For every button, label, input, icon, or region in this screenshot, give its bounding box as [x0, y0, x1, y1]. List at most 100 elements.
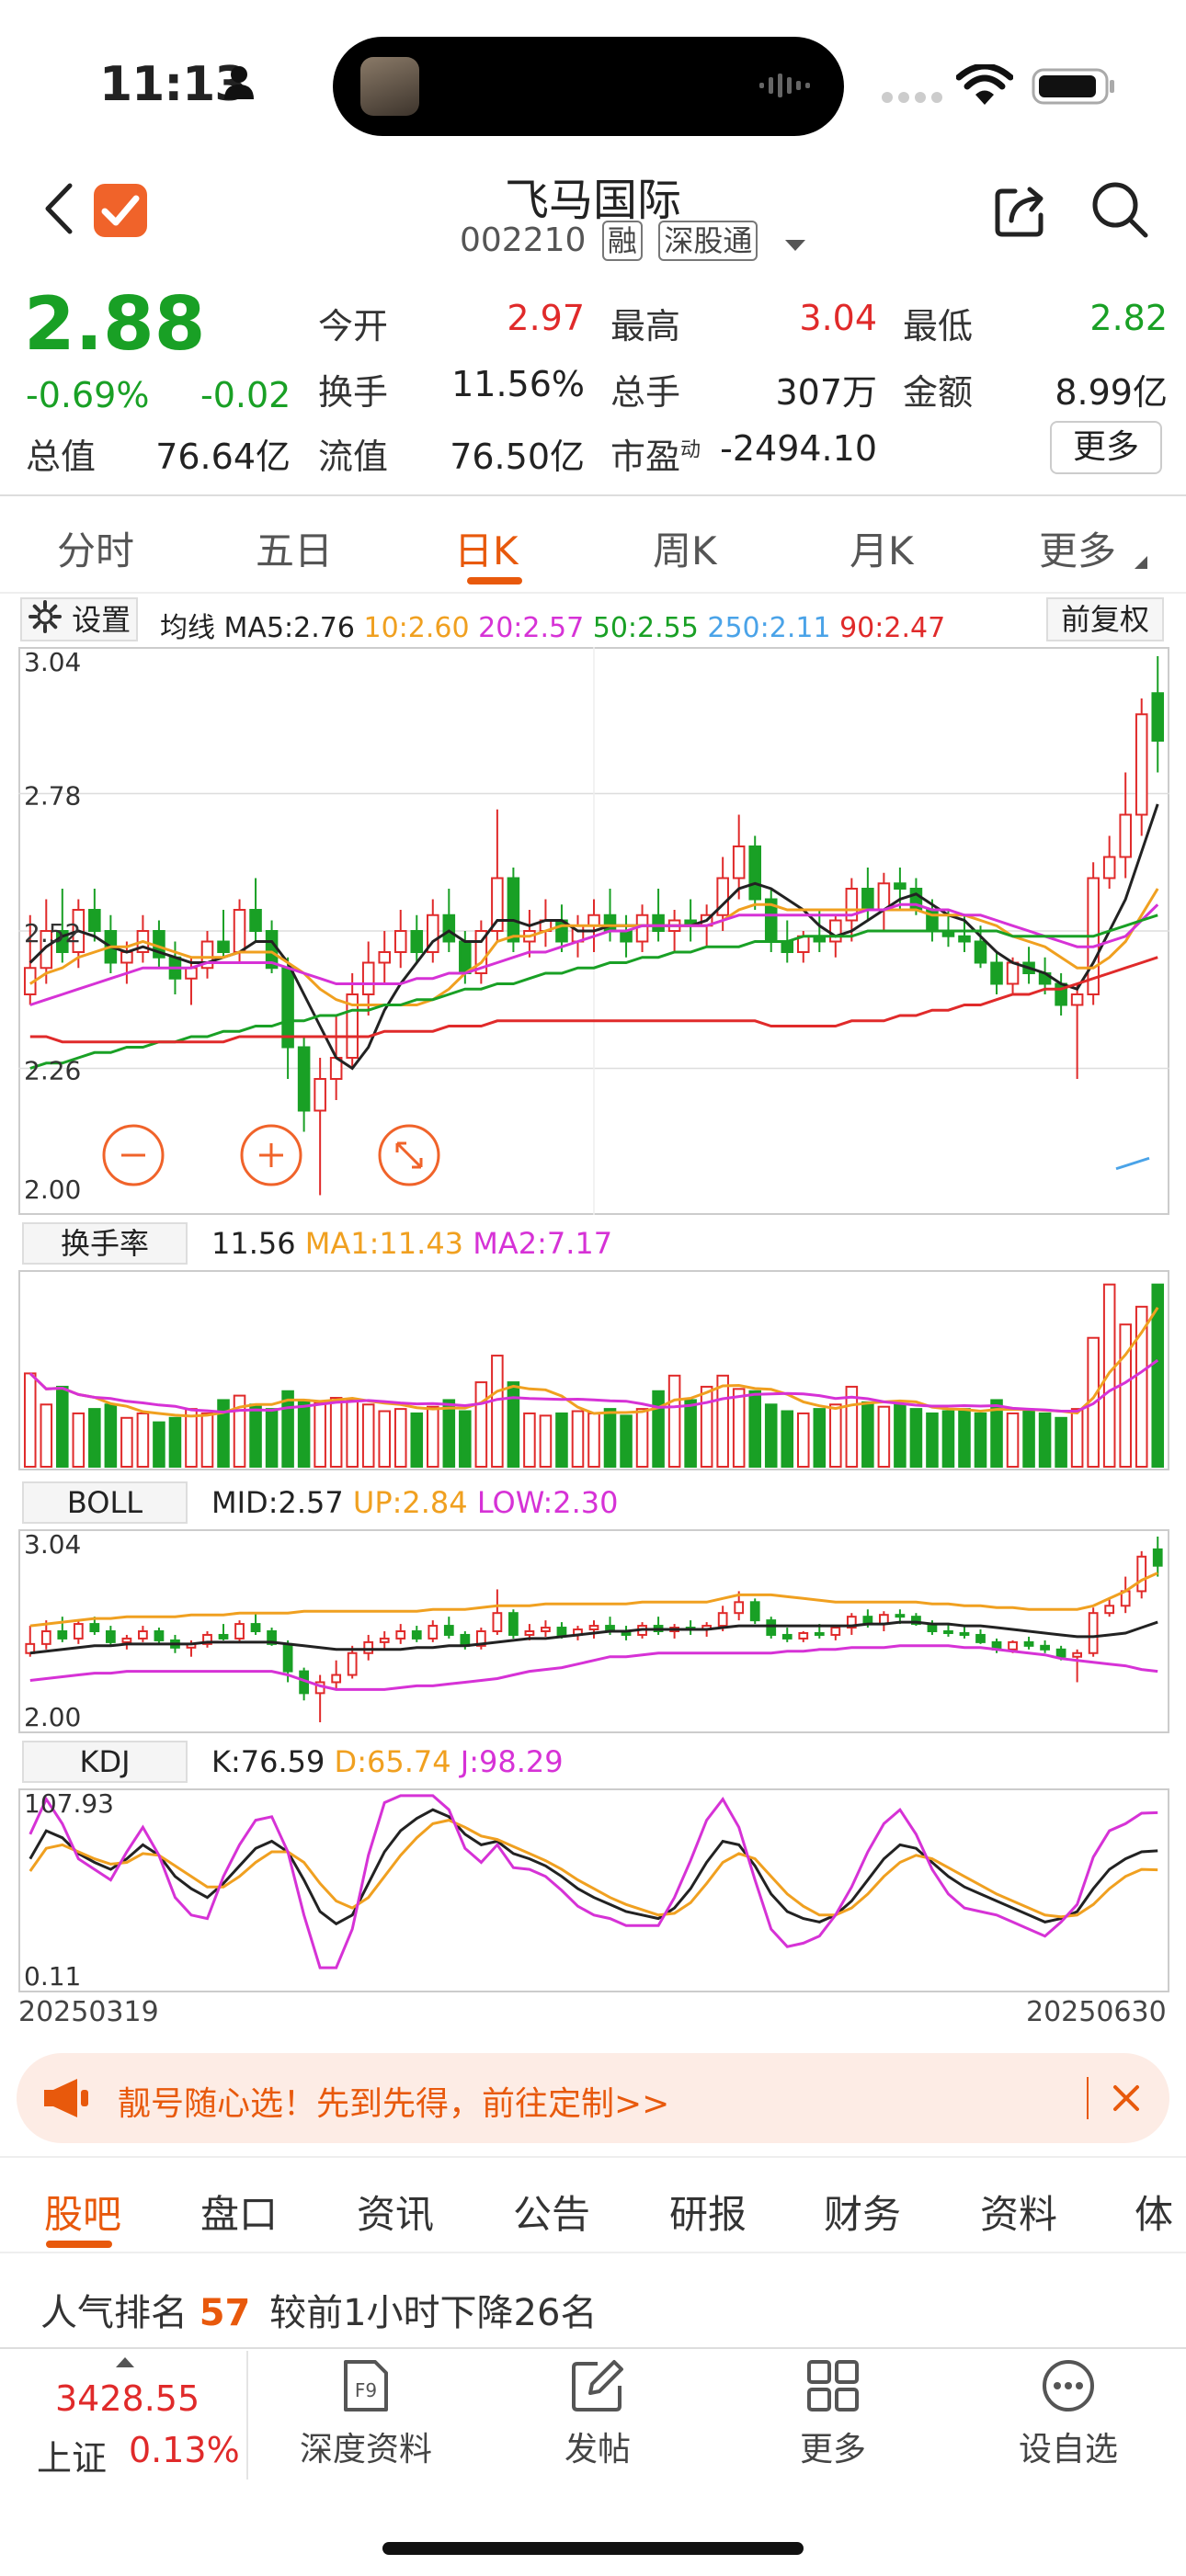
- content-tab[interactable]: 研报: [669, 2192, 747, 2237]
- content-tab[interactable]: 公告: [513, 2192, 591, 2237]
- boll-up-line: [29, 1572, 1158, 1628]
- candle-body: [56, 930, 69, 953]
- boll-candle-body: [975, 1633, 986, 1643]
- boll-candle-body: [282, 1642, 293, 1673]
- zoom-in-icon[interactable]: [239, 1123, 303, 1191]
- current-price: 2.88: [24, 281, 206, 367]
- boll-chart[interactable]: 3.04 2.00: [18, 1529, 1169, 1733]
- content-tab[interactable]: 股吧: [44, 2192, 122, 2237]
- panel-frame: [18, 1529, 1169, 1733]
- expand-up-icon[interactable]: [114, 2355, 136, 2372]
- ma-line-ma50: [29, 914, 1158, 1070]
- margin-tag: 融: [601, 221, 643, 261]
- boll-candle-body: [443, 1625, 454, 1636]
- turnover-bar: [1055, 1416, 1067, 1468]
- boll-candle-body: [202, 1633, 212, 1645]
- candle-body: [507, 877, 520, 943]
- gear-icon: [28, 599, 63, 644]
- zoom-out-icon[interactable]: [101, 1123, 165, 1191]
- kline-chart[interactable]: 3.04 2.78 2.52 2.26 2.00: [18, 647, 1169, 1215]
- boll-candle-body: [1104, 1605, 1115, 1615]
- kdj-j-line: [29, 1794, 1158, 1969]
- turnover-bar: [958, 1408, 971, 1468]
- share-icon[interactable]: [993, 182, 1050, 243]
- turnover-bar: [764, 1403, 778, 1468]
- candle-body: [249, 909, 262, 932]
- promo-banner[interactable]: 靓号随心选！先到先得，前往定制>>: [17, 2053, 1169, 2143]
- boll-candle-body: [959, 1631, 970, 1636]
- back-icon[interactable]: [40, 180, 77, 241]
- turnover-bar: [845, 1385, 859, 1468]
- boll-candle-body: [250, 1623, 261, 1632]
- boll-candle-body: [25, 1642, 36, 1654]
- turnover-bar: [635, 1408, 649, 1468]
- turnover-bar: [23, 1372, 37, 1468]
- boll-bottom-label: 2.00: [24, 1702, 81, 1732]
- turnover-bar: [40, 1403, 53, 1468]
- content-tab[interactable]: 盘口: [200, 2192, 279, 2237]
- f9-document-icon: F9: [340, 2358, 392, 2417]
- boll-indicator-selector[interactable]: BOLL: [22, 1481, 188, 1524]
- content-tab[interactable]: 财务: [824, 2192, 902, 2237]
- boll-candle-body: [749, 1601, 760, 1622]
- home-indicator[interactable]: [382, 2542, 804, 2555]
- more-button[interactable]: 更多: [759, 2358, 907, 2470]
- turnover-bar: [56, 1385, 69, 1468]
- turnover-bar: [474, 1381, 488, 1468]
- turnover-bar: [620, 1414, 633, 1468]
- content-tab[interactable]: 资讯: [357, 2192, 435, 2237]
- period-tab[interactable]: 月K: [850, 528, 914, 573]
- popularity-row[interactable]: 人气排名 57 较前1小时下降26名: [40, 2292, 598, 2334]
- close-icon[interactable]: [1111, 2082, 1142, 2117]
- boll-candle-body: [1008, 1640, 1018, 1651]
- candle-body: [620, 930, 633, 943]
- more-quote-button[interactable]: 更多: [1050, 421, 1162, 474]
- turnover-bar: [1070, 1408, 1084, 1468]
- dropdown-caret-icon: [783, 223, 807, 261]
- content-tab[interactable]: 资料: [980, 2192, 1058, 2237]
- turnover-bar: [813, 1408, 827, 1468]
- post-button[interactable]: 发帖: [524, 2358, 671, 2470]
- chart-settings-button[interactable]: 设置: [20, 597, 139, 644]
- candle-body: [427, 914, 439, 953]
- content-tab[interactable]: 体: [1135, 2192, 1174, 2237]
- f9-button[interactable]: F9 深度资料: [292, 2358, 439, 2470]
- fullscreen-icon[interactable]: [377, 1123, 441, 1191]
- watchlist-check-icon[interactable]: [92, 182, 149, 243]
- ma-legend: 均线 MA5:2.76 10:2.60 20:2.57 50:2.55 250:…: [160, 612, 946, 644]
- turnover-bar: [491, 1355, 504, 1468]
- period-tab[interactable]: 日K: [454, 528, 519, 573]
- period-tab[interactable]: 五日: [256, 528, 334, 573]
- candle-body: [1135, 713, 1148, 816]
- kdj-chart[interactable]: 107.93 0.11: [18, 1788, 1169, 1992]
- turnover-indicator-selector[interactable]: 换手率: [22, 1222, 188, 1265]
- period-tab[interactable]: 更多: [1039, 528, 1117, 573]
- turnover-bar: [168, 1416, 182, 1468]
- turnover-bar: [539, 1414, 553, 1468]
- candle-body: [894, 882, 907, 890]
- candle-body: [185, 967, 198, 980]
- turnover-bar: [378, 1410, 392, 1468]
- kdj-indicator-selector[interactable]: KDJ: [22, 1741, 188, 1783]
- turnover-bar: [700, 1385, 713, 1468]
- add-watchlist-button[interactable]: 设自选: [995, 2358, 1142, 2470]
- edit-icon: [570, 2358, 625, 2417]
- megaphone-icon: [40, 2077, 92, 2123]
- turnover-chart[interactable]: [18, 1270, 1169, 1470]
- turnover-bar: [1135, 1305, 1148, 1469]
- stock-code-row[interactable]: 002210 融 深股通: [460, 221, 807, 261]
- index-value[interactable]: 3428.55: [55, 2378, 200, 2419]
- candle-body: [314, 1078, 326, 1112]
- turnover-label: 换手: [318, 372, 389, 413]
- pe-value: -2494.10: [720, 428, 877, 469]
- boll-candle-body: [830, 1627, 841, 1636]
- turnover-bar: [941, 1410, 955, 1468]
- turnover-ma2-line: [29, 1358, 1159, 1414]
- market-cap-label: 总值: [26, 437, 97, 477]
- period-tab[interactable]: 周K: [653, 528, 717, 573]
- adjust-mode-button[interactable]: 前复权: [1046, 597, 1164, 641]
- high-value: 3.04: [799, 298, 877, 338]
- period-tab[interactable]: 分时: [57, 528, 135, 573]
- candle-body: [1070, 993, 1084, 1006]
- search-icon[interactable]: [1090, 180, 1149, 243]
